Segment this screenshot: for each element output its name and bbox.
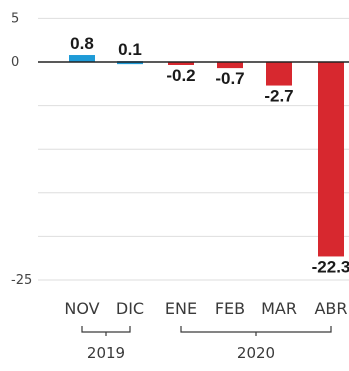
value-labels: 0.8 0.1 -0.2 -0.7 -2.7 -22.3 — [70, 34, 349, 276]
bar-feb — [217, 62, 243, 69]
bars — [69, 55, 344, 257]
year-groups: 2019 2020 — [81, 326, 332, 362]
value-label-dic: 0.1 — [118, 40, 142, 59]
value-label-feb: -0.7 — [215, 69, 244, 88]
year-label-2019: 2019 — [87, 344, 125, 362]
bar-abr — [318, 62, 344, 257]
value-label-nov: 0.8 — [70, 34, 94, 53]
bar-ene — [168, 62, 194, 65]
value-label-mar: -2.7 — [264, 87, 293, 106]
year-bracket — [180, 326, 332, 333]
y-tick-label: 5 — [11, 11, 19, 26]
value-label-ene: -0.2 — [166, 66, 195, 85]
x-tick-nov: NOV — [64, 299, 99, 318]
y-tick-label: -25 — [11, 273, 32, 288]
bar-mar — [266, 62, 292, 86]
axis: 5 0 -25 — [11, 11, 349, 288]
year-label-2020: 2020 — [237, 344, 275, 362]
x-tick-ene: ENE — [165, 299, 197, 318]
bar-nov — [69, 55, 95, 62]
x-tick-feb: FEB — [215, 299, 245, 318]
year-bracket — [81, 326, 131, 333]
x-tick-dic: DIC — [116, 299, 144, 318]
x-ticks: NOV DIC ENE FEB MAR ABR — [64, 299, 347, 318]
x-tick-abr: ABR — [314, 299, 347, 318]
grid-lines — [38, 17, 349, 281]
value-label-abr: -22.3 — [312, 257, 349, 276]
y-tick-label: 0 — [11, 55, 19, 70]
x-tick-mar: MAR — [261, 299, 297, 318]
